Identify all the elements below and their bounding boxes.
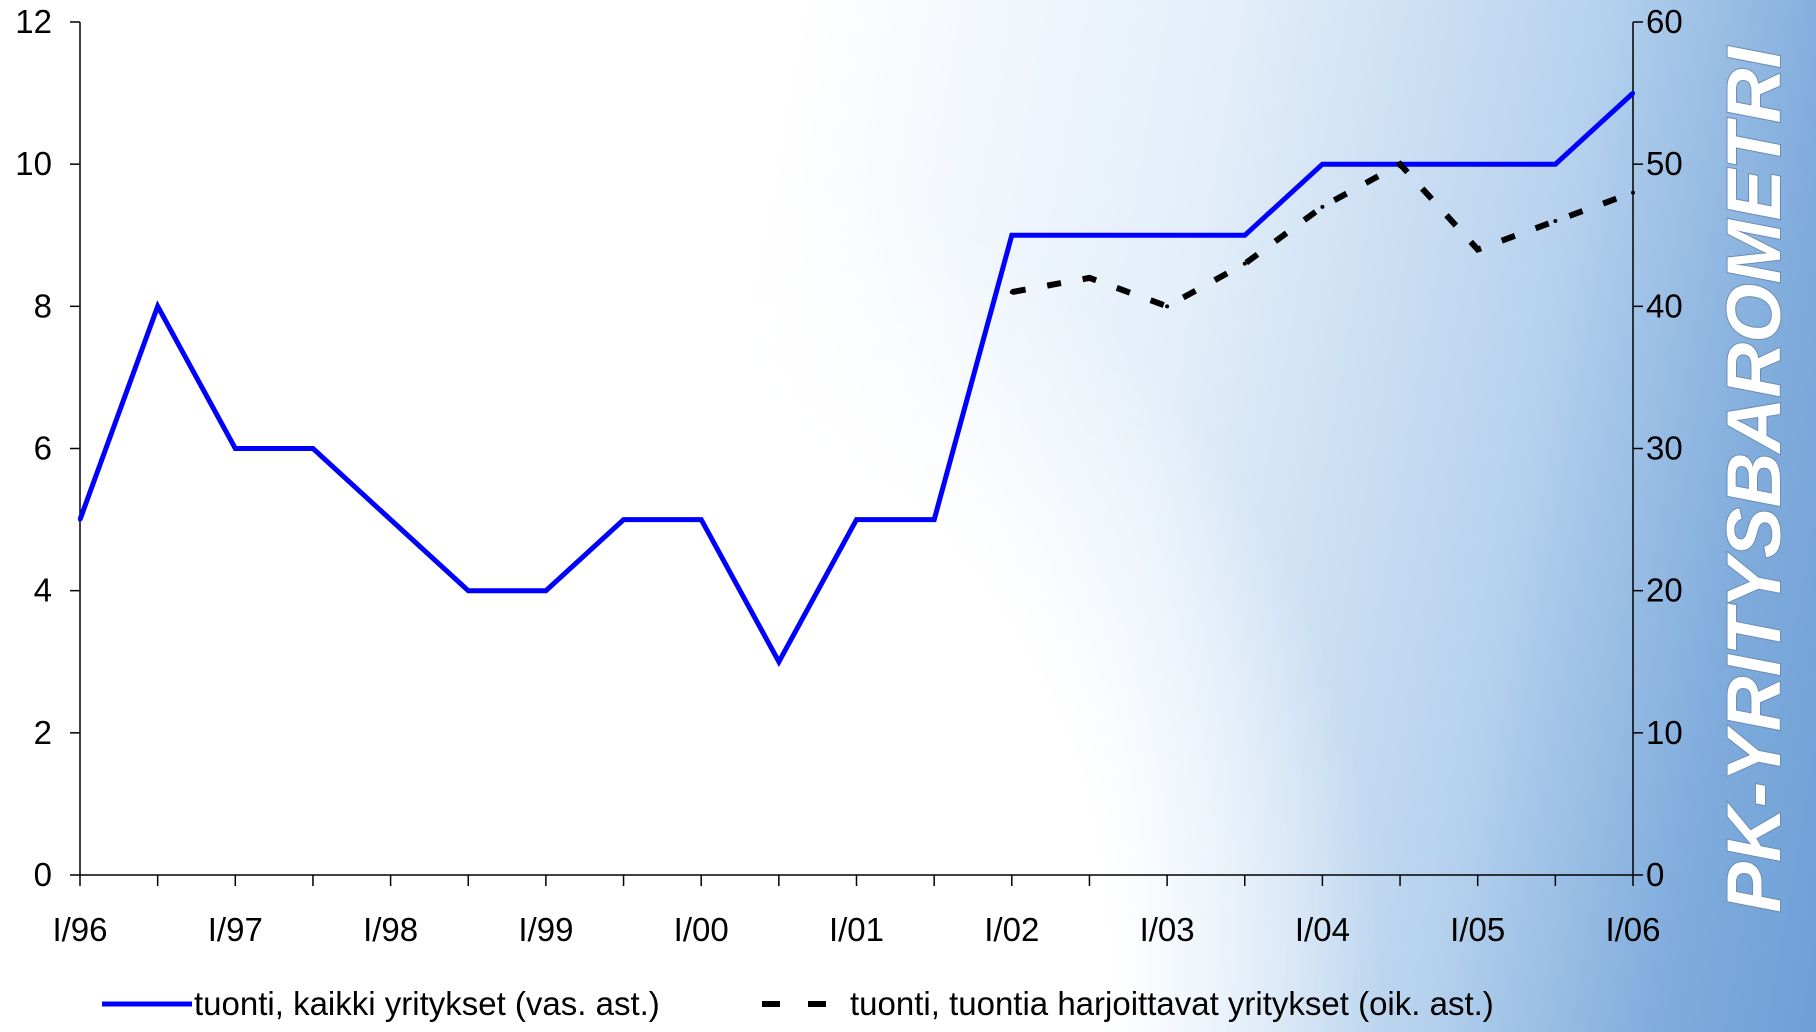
x-tick-label: I/97: [208, 911, 263, 948]
series-2-point: [1087, 275, 1092, 280]
series-1-point: [310, 446, 315, 451]
series-line-1: [77, 91, 1635, 668]
series-1-point: [776, 659, 781, 664]
series-1-point: [233, 446, 238, 451]
left-y-tick-label: 10: [15, 145, 52, 182]
series-layer: [77, 91, 1635, 668]
series-1-point: [543, 588, 548, 593]
series-2-point: [1398, 162, 1403, 167]
series-2-point: [1631, 190, 1635, 195]
series-1-point: [1165, 233, 1170, 238]
legend-label-series2: tuonti, tuontia harjoittavat yritykset (…: [850, 985, 1494, 1022]
left-y-tick-label: 12: [15, 3, 52, 40]
series-2-point: [1009, 290, 1014, 295]
x-tick-label: I/01: [829, 911, 884, 948]
right-y-tick-label: 60: [1646, 3, 1683, 40]
axes: [70, 21, 1643, 886]
series-1-point: [78, 517, 82, 522]
left-y-tick-label: 8: [34, 287, 52, 324]
x-tick-label: I/96: [52, 911, 107, 948]
tick-labels: 0 2 4 6 8 10 12 0 10 20 30 40 50 60 I/96 I/97 I/98 I/99 I/…: [15, 3, 1682, 948]
series-1-point: [621, 517, 626, 522]
series-1-point: [388, 517, 393, 522]
series-2-point: [1242, 261, 1247, 266]
series-2-point: [1165, 304, 1170, 309]
x-tick-label: I/02: [984, 911, 1039, 948]
legend-swatch-dashed: [762, 1001, 838, 1007]
right-y-tick-label: 30: [1646, 430, 1683, 467]
left-y-tick-label: 2: [34, 714, 52, 751]
series-2-point: [1475, 247, 1480, 252]
series-1-point: [466, 588, 471, 593]
right-y-tick-label: 50: [1646, 145, 1683, 182]
left-y-tick-label: 4: [34, 572, 52, 609]
right-y-tick-label: 10: [1646, 714, 1683, 751]
x-tick-label: I/04: [1295, 911, 1350, 948]
right-y-tick-label: 40: [1646, 287, 1683, 324]
chart-legend: tuonti, kaikki yritykset (vas. ast.) tuo…: [0, 980, 1816, 1028]
x-tick-label: I/05: [1450, 911, 1505, 948]
series-2-point: [1320, 204, 1325, 209]
legend-entry-series1: tuonti, kaikki yritykset (vas. ast.): [100, 980, 660, 1028]
series-1-point: [1087, 233, 1092, 238]
series-1-point: [699, 517, 704, 522]
series-1-point: [1009, 233, 1014, 238]
series-1-point: [1553, 162, 1558, 167]
x-tick-label: I/03: [1140, 911, 1195, 948]
series-1-point: [932, 517, 937, 522]
series-1-point: [1475, 162, 1480, 167]
legend-entry-series2: tuonti, tuontia harjoittavat yritykset (…: [758, 980, 1494, 1028]
x-tick-label: I/00: [674, 911, 729, 948]
series-1-point: [1320, 162, 1325, 167]
x-tick-label: I/99: [518, 911, 573, 948]
right-y-tick-label: 0: [1646, 856, 1664, 893]
left-y-tick-label: 6: [34, 430, 52, 467]
legend-label-series1: tuonti, kaikki yritykset (vas. ast.): [194, 985, 660, 1022]
line-chart: 0 2 4 6 8 10 12 0 10 20 30 40 50 60 I/96 I/97 I/98 I/99 I/…: [15, 3, 1682, 948]
series-1-point: [155, 304, 160, 309]
series-1-point: [1631, 91, 1635, 96]
left-y-tick-label: 0: [34, 856, 52, 893]
series-1-point: [1242, 233, 1247, 238]
right-y-tick-label: 20: [1646, 572, 1683, 609]
legend-swatch-solid: [102, 1001, 192, 1007]
x-tick-label: I/06: [1605, 911, 1660, 948]
x-tick-label: I/98: [363, 911, 418, 948]
series-2-point: [1553, 219, 1558, 224]
series-1-point: [854, 517, 859, 522]
